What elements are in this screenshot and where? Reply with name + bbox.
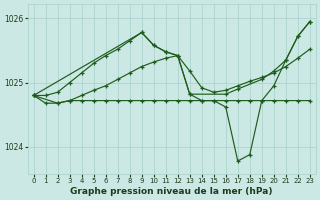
X-axis label: Graphe pression niveau de la mer (hPa): Graphe pression niveau de la mer (hPa) (70, 187, 273, 196)
